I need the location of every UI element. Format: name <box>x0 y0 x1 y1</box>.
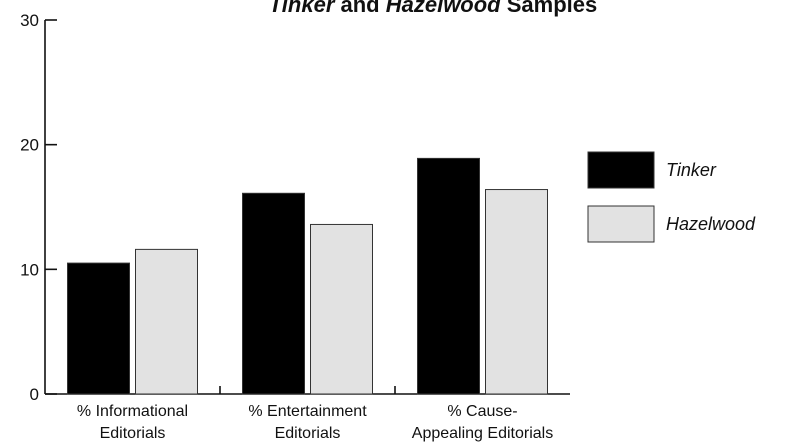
bar-hazelwood-2 <box>485 189 548 395</box>
x-category-label: % Informational <box>77 403 188 420</box>
x-category-label: Appealing Editorials <box>412 425 553 442</box>
x-category-label: % Cause- <box>447 403 517 420</box>
bar-tinker-0 <box>67 262 130 395</box>
legend-label-hazelwood: Hazelwood <box>666 214 756 234</box>
bar-tinker-1 <box>242 192 305 395</box>
chart-title-text: Tinker and Hazelwood Samples <box>269 0 597 17</box>
x-category-label: % Entertainment <box>248 403 367 420</box>
title-part: Samples <box>501 0 598 17</box>
x-axis: % Informational Editorials % Entertainment… <box>45 386 570 442</box>
bars <box>67 157 548 395</box>
y-tick-label: 20 <box>20 136 39 155</box>
bar-hazelwood-0 <box>135 248 198 395</box>
title-part: Hazelwood <box>386 0 501 17</box>
x-category-label: Editorials <box>100 425 166 442</box>
legend: Tinker Hazelwood <box>587 151 756 243</box>
y-axis: 0 10 20 30 <box>20 11 57 404</box>
y-tick-label: 0 <box>30 385 39 404</box>
title-part: and <box>334 0 385 17</box>
legend-swatch-hazelwood <box>587 205 655 243</box>
y-tick-label: 30 <box>20 11 39 30</box>
bar-hazelwood-1 <box>310 223 373 395</box>
legend-swatch-tinker <box>587 151 655 189</box>
x-category-label: Editorials <box>275 425 341 442</box>
bar-tinker-2 <box>417 157 480 395</box>
title-part: Tinker <box>269 0 336 17</box>
chart-title: Tinker and Hazelwood Samples <box>269 0 597 17</box>
legend-label-tinker: Tinker <box>666 160 717 180</box>
y-tick-label: 10 <box>20 260 39 279</box>
